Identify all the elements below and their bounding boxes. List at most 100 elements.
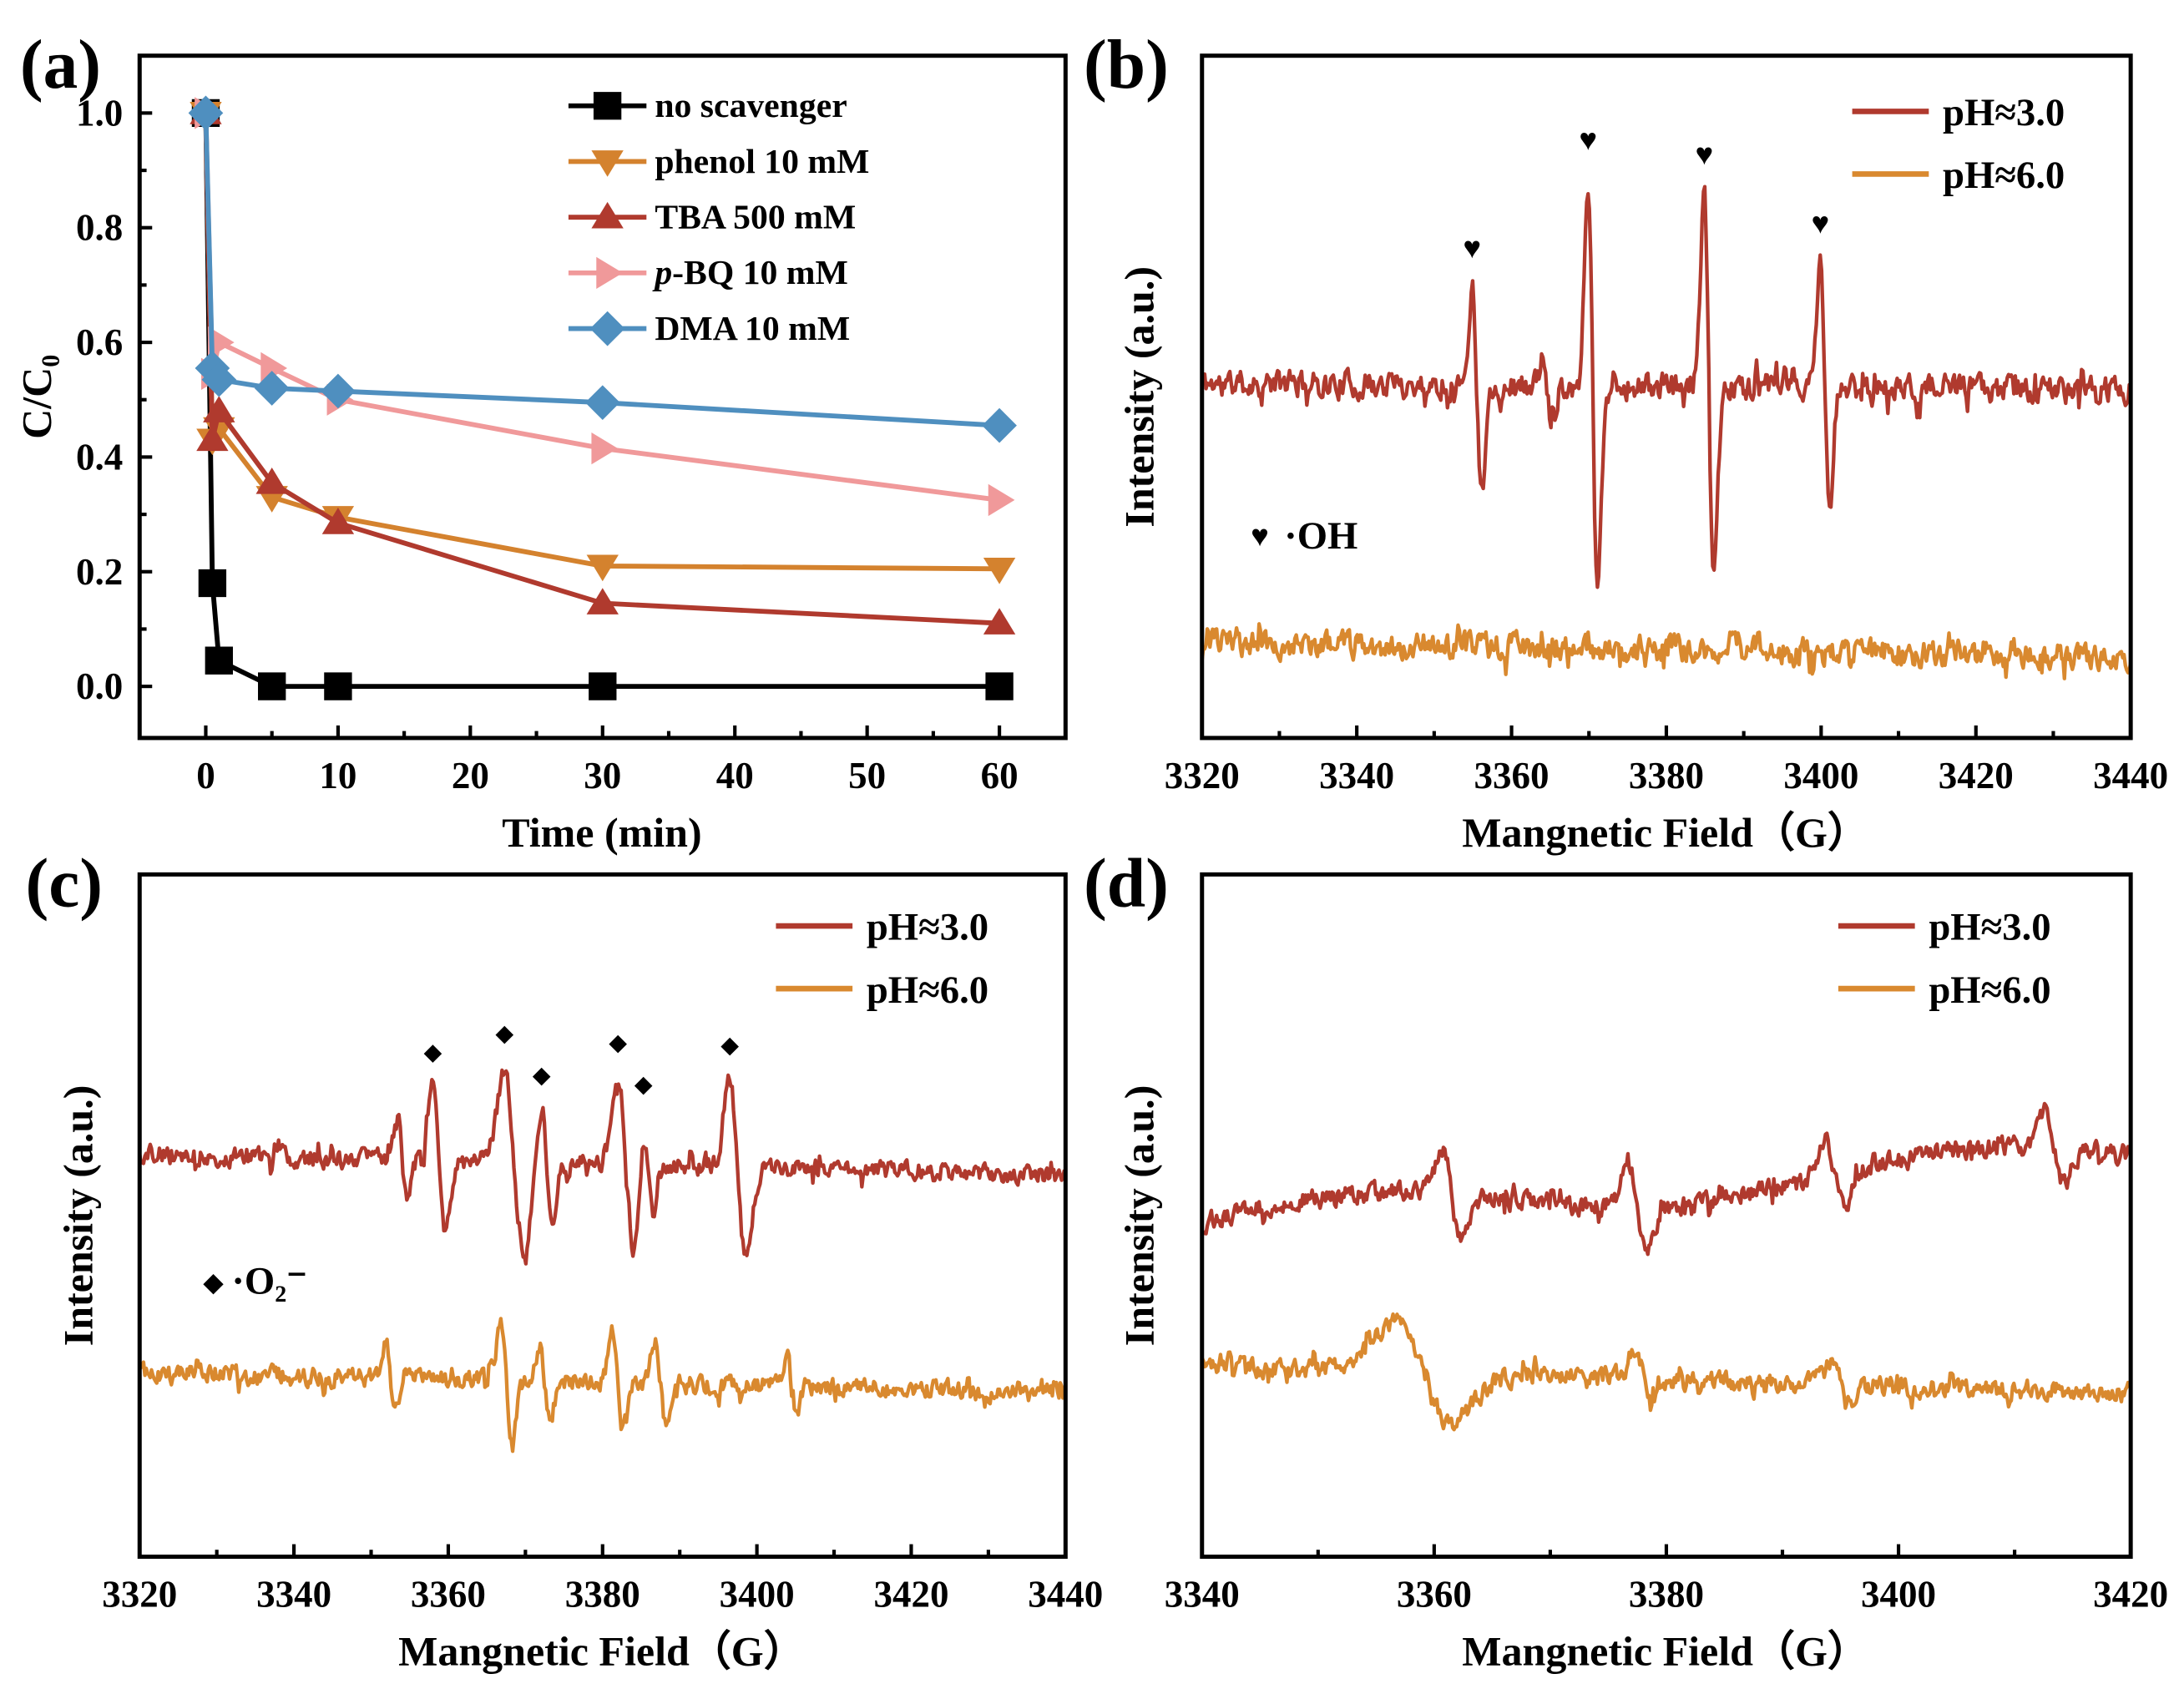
spectrum-line: [1201, 1101, 2131, 1257]
plot-frame: [137, 872, 1068, 1560]
legend-item: TBA 500 mM: [568, 199, 856, 237]
x-tick-label: 0: [196, 755, 215, 796]
legend-label: pH≈3.0: [1929, 906, 2050, 949]
series-1: [190, 102, 1016, 584]
spectrum-line: [139, 1068, 1066, 1266]
legend-label: phenol 10 mM: [655, 143, 869, 181]
x-tick-label: 50: [848, 755, 886, 796]
data-point: [196, 424, 229, 452]
x-axis-title: Mangnetic Field（G）: [398, 1628, 806, 1675]
data-point: [988, 483, 1015, 517]
panel-a: (a) 0 10 20 30 40 50 60 0.0 0.2 0.4 0.6 0.8 1.0 Time (…: [13, 27, 1068, 856]
triangle-up-marker: [591, 201, 624, 229]
data-point: [584, 385, 620, 421]
x-tick-label: 60: [981, 755, 1019, 796]
annotation-label: ·O₂⁻: [231, 1259, 307, 1302]
peak-marker-icon: ◆: [495, 1021, 514, 1046]
y-axis-title: Intensity (a.u.): [55, 1085, 102, 1347]
annotation: ◆ ·O₂⁻: [203, 1259, 307, 1302]
x-tick-label: 3380: [565, 1574, 640, 1616]
legend-item: p-BQ 10 mM: [568, 254, 848, 292]
series-line: [203, 113, 1000, 626]
x-tick-label: 3360: [411, 1574, 486, 1616]
x-tick-label: 3420: [2093, 1574, 2168, 1616]
legend-item: pH≈6.0: [1838, 968, 2051, 1012]
plot-area: [188, 95, 1017, 700]
x-tick-label: 3360: [1474, 755, 1550, 796]
x-tick-label: 3340: [256, 1574, 331, 1616]
spectrum-line: [1201, 185, 2131, 589]
legend-item: pH≈3.0: [1852, 91, 2065, 134]
x-tick-label: 3420: [1939, 755, 2014, 796]
y-tick-label: 1.0: [76, 92, 123, 134]
spectrum-line: [139, 1317, 1066, 1454]
x-tick-label: 30: [584, 755, 621, 796]
peak-marker-icon: ◆: [720, 1033, 740, 1058]
legend-label: no scavenger: [655, 87, 847, 125]
x-tick-label: 3400: [1861, 1574, 1936, 1616]
data-point: [207, 326, 235, 359]
peak-marker-icon: ◆: [423, 1039, 442, 1064]
legend-item: no scavenger: [568, 87, 847, 125]
legend-item: pH≈3.0: [776, 906, 988, 949]
legend-label: pH≈6.0: [867, 968, 988, 1012]
legend-item: phenol 10 mM: [568, 143, 869, 181]
spectrum-1: [1201, 622, 2131, 680]
plot-area: [139, 1068, 1066, 1454]
legend-label: pH≈6.0: [1943, 154, 2065, 197]
square-marker: [593, 92, 622, 120]
plot-frame: [137, 53, 1068, 741]
legend-label: TBA 500 mM: [655, 199, 856, 237]
panel-label: (d): [1084, 846, 1169, 923]
panel-b: (b) 3320 3340 3360 3380 3400 3420 3440 Mangnetic…: [1084, 27, 2168, 856]
y-tick-label: 0.0: [76, 665, 123, 707]
peak-marker-icon: ◆: [634, 1071, 654, 1096]
annotation: ♥ ·OH: [1251, 514, 1357, 558]
x-tick-label: 3360: [1397, 1574, 1472, 1616]
peak-marker-icon: ♥: [1695, 137, 1713, 171]
data-point: [591, 432, 619, 465]
data-point: [188, 95, 224, 131]
x-tick-label: 3440: [1028, 1574, 1103, 1616]
panel-c: (c) 3320 3340 3360 3380 3400 3420 3440 Mangnetic…: [25, 846, 1103, 1675]
panel-label: (b): [1084, 27, 1169, 104]
data-point: [254, 371, 290, 406]
legend-label-italic: p: [652, 254, 672, 292]
data-point: [982, 407, 1017, 443]
x-tick-label: 3340: [1319, 755, 1394, 796]
x-tick-label: 20: [452, 755, 489, 796]
peak-marker-icon: ◆: [533, 1063, 552, 1088]
data-point: [324, 672, 352, 700]
x-tick-label: 10: [319, 755, 356, 796]
panel-d: (d) 3340 3360 3380 3400 3420 Mangnetic Field（G…: [1084, 846, 2168, 1675]
y-axis-title: C/C₀: [13, 355, 60, 439]
legend-label-rest: -BQ 10 mM: [672, 254, 848, 292]
data-point: [321, 508, 355, 534]
x-axis-title: Mangnetic Field（G）: [1462, 809, 1869, 856]
panel-label: (a): [20, 27, 101, 104]
y-axis-title: Intensity (a.u.): [1115, 266, 1162, 528]
spectrum-0: [1201, 185, 2131, 589]
heart-icon: ♥: [1251, 518, 1269, 553]
panel-label: (c): [25, 846, 103, 923]
triangle-down-marker: [591, 150, 624, 177]
x-tick-label: 3380: [1629, 755, 1704, 796]
triangle-right-marker: [596, 256, 623, 290]
plot-area: [1201, 185, 2131, 680]
data-point: [589, 672, 617, 700]
legend-label: pH≈6.0: [1929, 968, 2050, 1012]
peak-marker-icon: ◆: [609, 1030, 628, 1055]
x-tick-label: 3400: [1783, 755, 1858, 796]
data-point: [255, 467, 288, 494]
legend-label: p-BQ 10 mM: [652, 254, 848, 292]
spectrum-1: [139, 1317, 1066, 1454]
plot-area: [1201, 1101, 2131, 1432]
peak-marker-icon: ♥: [1463, 230, 1481, 265]
x-tick-label: 3320: [1165, 755, 1240, 796]
legend-item: DMA 10 mM: [568, 310, 850, 348]
data-point: [258, 672, 286, 700]
x-tick-label: 3400: [720, 1574, 795, 1616]
legend-label: pH≈3.0: [867, 906, 988, 949]
x-axis-title: Time (min): [502, 809, 701, 856]
diamond-marker: [589, 311, 625, 346]
